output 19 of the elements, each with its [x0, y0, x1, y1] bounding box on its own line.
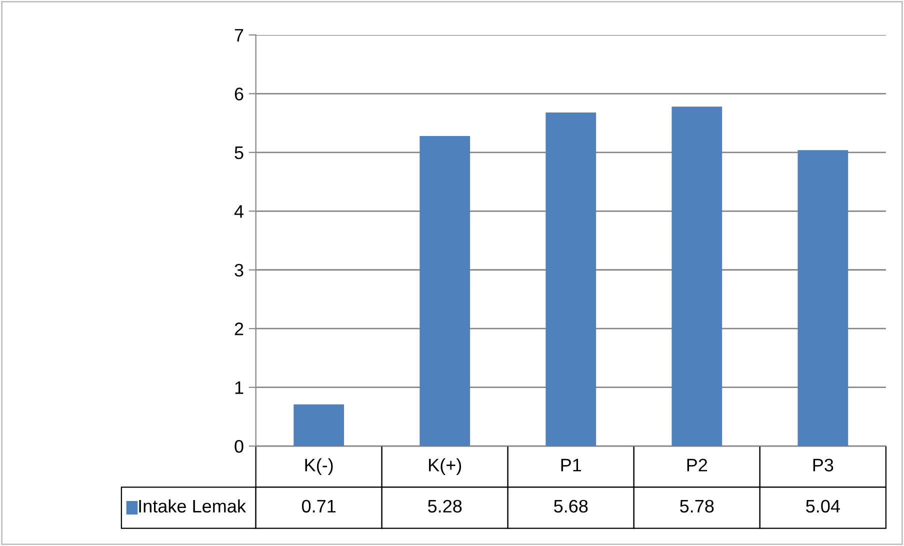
data-label: 5.68 — [554, 500, 588, 513]
x-tick-label: K(+) — [429, 458, 462, 476]
x-tick-label: P3 — [813, 458, 834, 472]
y-tick-label: 6 — [234, 88, 244, 100]
y-tick-label: 7 — [234, 29, 244, 42]
y-tick-label: 0 — [234, 440, 244, 453]
data-label: 5.28 — [428, 500, 462, 513]
legend-label: Intake Lemak — [139, 499, 246, 513]
y-tick-label: 3 — [234, 264, 244, 277]
x-tick-label: K(-) — [305, 458, 333, 476]
data-label: 0.71 — [302, 500, 336, 513]
data-label: 5.04 — [806, 500, 840, 513]
y-tick-label: 1 — [235, 381, 244, 394]
x-tick-label: P1 — [561, 458, 582, 472]
x-tick-label: P2 — [687, 458, 708, 472]
data-label: 5.78 — [680, 500, 714, 513]
y-tick-label: 5 — [234, 146, 244, 160]
y-tick-label: 4 — [234, 205, 244, 218]
y-tick-label: 2 — [234, 322, 244, 336]
